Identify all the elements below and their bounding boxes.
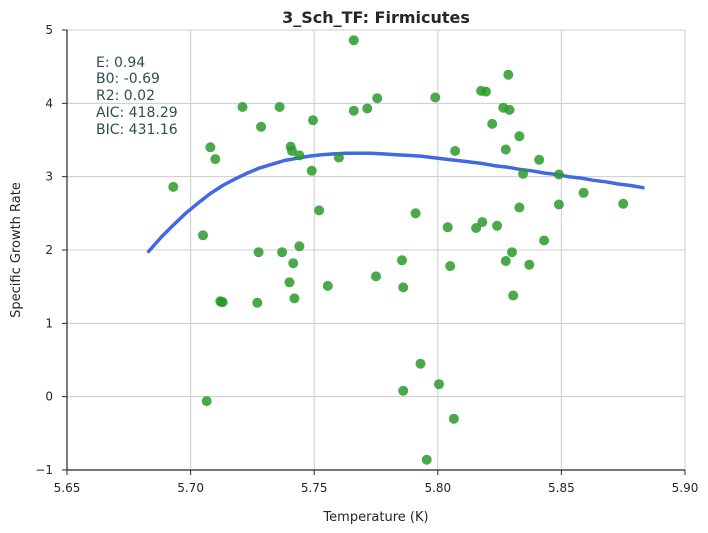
y-tick-label: 4: [45, 96, 53, 110]
data-point: [294, 241, 305, 252]
data-point: [534, 154, 545, 165]
data-point: [434, 379, 444, 390]
x-tick-label: 5.90: [672, 481, 699, 495]
data-point: [508, 290, 519, 301]
y-tick-label: 0: [45, 390, 53, 404]
x-axis-ticks: 5.65 5.70 5.75 5.80 5.85 5.90: [54, 470, 699, 495]
y-tick-label: 2: [45, 243, 53, 257]
data-point: [410, 208, 421, 219]
y-tick-label: 3: [45, 170, 53, 184]
data-point: [348, 105, 359, 116]
y-axis-ticks: −1 0 1 2 3 4 5: [35, 23, 67, 477]
data-point: [430, 92, 441, 103]
data-point: [503, 69, 514, 80]
x-axis-label: Temperature (K): [322, 510, 428, 525]
data-point: [237, 102, 248, 112]
data-point: [445, 261, 456, 272]
data-point: [277, 247, 288, 258]
data-point: [421, 454, 432, 465]
data-point: [256, 121, 267, 132]
x-tick-label: 5.70: [177, 481, 204, 495]
x-tick-label: 5.85: [548, 481, 575, 495]
y-axis-label: Specific Growth Rate: [9, 182, 24, 318]
fit-curve-layer: [146, 151, 645, 254]
chart-title: 3_Sch_TF: Firmicutes: [282, 8, 470, 27]
data-point: [397, 255, 407, 266]
data-point: [492, 220, 503, 231]
data-point: [415, 358, 426, 369]
data-point: [289, 293, 300, 304]
y-tick-label: 1: [45, 316, 53, 330]
data-point: [198, 230, 208, 241]
data-point: [618, 198, 629, 209]
data-point: [333, 152, 344, 163]
data-point: [288, 258, 299, 269]
stat-bic: BIC: 431.16: [96, 122, 178, 138]
data-point: [371, 271, 381, 282]
data-point: [398, 282, 409, 293]
data-point: [514, 131, 525, 142]
data-point: [372, 93, 383, 104]
data-point: [201, 396, 212, 407]
data-point: [210, 154, 221, 165]
data-point: [287, 146, 297, 156]
data-point: [524, 259, 535, 270]
data-point: [314, 205, 325, 216]
stat-b0: B0: -0.69: [96, 71, 160, 87]
y-tick-label: 5: [45, 23, 53, 37]
data-point: [471, 223, 482, 233]
data-points-layer: [168, 35, 629, 465]
data-point: [514, 202, 525, 213]
data-point: [362, 103, 373, 114]
data-point: [252, 297, 263, 308]
data-point: [553, 169, 564, 180]
data-point: [507, 247, 517, 258]
x-tick-label: 5.75: [301, 481, 328, 495]
data-point: [322, 280, 333, 291]
data-point: [578, 187, 589, 198]
stat-aic: AIC: 418.29: [96, 105, 178, 121]
data-point: [539, 235, 550, 246]
data-point: [477, 217, 488, 228]
data-point: [274, 102, 285, 112]
data-point: [253, 247, 264, 258]
data-point: [398, 385, 409, 396]
data-point: [168, 181, 179, 192]
fit-statistics: E: 0.94 B0: -0.69 R2: 0.02 AIC: 418.29 B…: [96, 55, 178, 138]
data-point: [205, 142, 216, 153]
x-tick-label: 5.80: [424, 481, 451, 495]
data-point: [442, 222, 453, 233]
data-point: [308, 115, 318, 126]
data-point: [481, 86, 491, 97]
stat-r2: R2: 0.02: [96, 88, 155, 104]
data-point: [348, 35, 359, 46]
data-point: [450, 146, 461, 156]
x-tick-label: 5.65: [54, 481, 81, 495]
data-point: [217, 297, 228, 308]
data-point: [504, 104, 515, 115]
data-point: [448, 413, 459, 424]
stat-e: E: 0.94: [96, 55, 145, 71]
data-point: [518, 168, 529, 179]
data-point: [306, 165, 317, 176]
data-point: [487, 118, 498, 129]
grid-lines: [67, 29, 686, 470]
data-point: [553, 199, 564, 210]
data-point: [500, 256, 511, 266]
y-tick-label: −1: [35, 463, 53, 477]
data-point: [284, 277, 295, 288]
fit-curve: [146, 151, 645, 254]
data-point: [500, 144, 511, 155]
data-point: [294, 150, 305, 161]
